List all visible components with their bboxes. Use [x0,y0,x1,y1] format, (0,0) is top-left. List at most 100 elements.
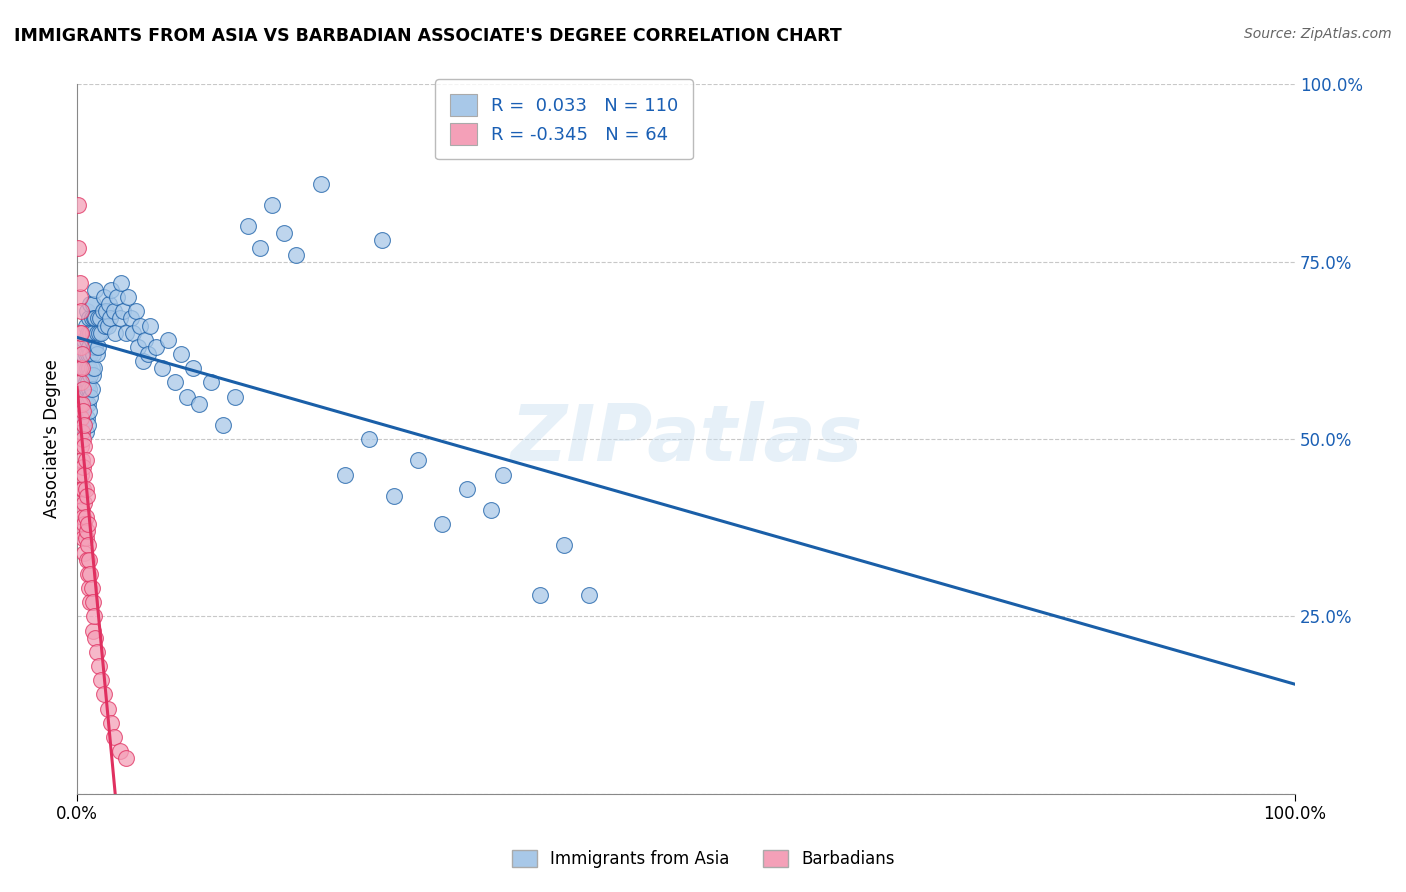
Point [69,489,91,503]
Point [117,290,139,304]
Point [273,227,295,241]
Point [382,489,405,503]
Point [169,347,191,361]
Point [69,410,91,425]
Point [73,467,96,482]
Point [75,318,97,333]
Point [89,311,111,326]
Point [370,234,392,248]
Point [76,552,98,566]
Point [127,340,149,354]
Point [76,333,98,347]
Point [75,510,97,524]
Point [72,460,94,475]
Point [97,297,120,311]
Point [96,318,118,333]
Point [75,396,97,410]
Point [103,304,125,318]
Point [70,361,93,376]
Point [108,744,131,758]
Point [108,311,131,326]
Point [76,489,98,503]
Point [100,715,122,730]
Point [83,361,105,376]
Point [73,417,96,432]
Point [76,524,98,539]
Point [114,326,136,340]
Point [96,304,118,318]
Point [134,333,156,347]
Text: ZIPatlas: ZIPatlas [510,401,862,477]
Point [77,417,100,432]
Point [406,453,429,467]
Point [70,524,93,539]
Point [77,517,100,532]
Point [84,311,107,326]
Point [110,276,132,290]
Point [100,283,122,297]
Point [77,311,100,326]
Point [77,552,100,566]
Point [84,340,107,354]
Point [77,361,100,376]
Point [120,311,142,326]
Text: IMMIGRANTS FROM ASIA VS BARBADIAN ASSOCIATE'S DEGREE CORRELATION CHART: IMMIGRANTS FROM ASIA VS BARBADIAN ASSOCI… [14,27,842,45]
Point [77,376,100,390]
Point [83,340,105,354]
Point [77,396,100,410]
Point [529,588,551,602]
Point [72,347,94,361]
Point [72,383,94,397]
Point [139,318,162,333]
Point [79,297,101,311]
Point [70,453,93,467]
Point [69,361,91,376]
Point [82,595,104,609]
Point [75,425,97,439]
Point [86,326,108,340]
Point [77,347,100,361]
Point [83,609,105,624]
Point [76,410,98,425]
Point [492,467,515,482]
Point [163,376,186,390]
Point [69,376,91,390]
Point [132,354,155,368]
Text: Source: ZipAtlas.com: Source: ZipAtlas.com [1244,27,1392,41]
Point [87,326,110,340]
Point [73,496,96,510]
Point [359,432,381,446]
Point [93,687,115,701]
Point [129,318,152,333]
Point [260,198,283,212]
Point [75,376,97,390]
Point [69,276,91,290]
Point [87,659,110,673]
Point [94,318,117,333]
Point [69,396,91,410]
Point [75,482,97,496]
Point [87,311,110,326]
Point [77,403,100,417]
Point [82,326,104,340]
Point [73,390,96,404]
Point [69,390,91,404]
Point [77,581,100,595]
Point [72,432,94,446]
Point [79,326,101,340]
Point [79,566,101,581]
Point [578,588,600,602]
Point [333,467,356,482]
Point [77,340,100,354]
Point [145,340,167,354]
Point [70,361,93,376]
Point [70,396,93,410]
Point [87,340,110,354]
Point [69,326,91,340]
Point [77,566,100,581]
Point [124,304,146,318]
Point [93,290,115,304]
Point [157,333,180,347]
Point [90,326,112,340]
Point [70,425,93,439]
